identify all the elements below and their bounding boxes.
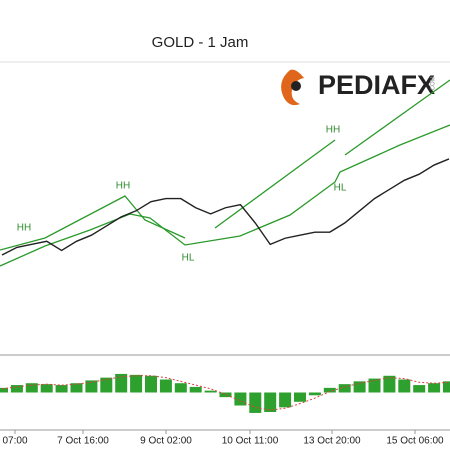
histogram-bar [55,385,68,393]
chart-title: GOLD - 1 Jam [152,34,249,51]
histogram-bar [279,392,292,408]
histogram-bar [10,385,23,393]
histogram-bar [145,375,157,393]
histogram-bar [115,373,128,393]
histogram-bar [264,392,277,412]
x-tick-label: 9 Oct 02:00 [140,436,192,447]
annotation: HH [116,181,130,192]
x-tick-label: 10 Oct 11:00 [222,436,279,447]
histogram-bar [85,380,98,393]
histogram-bar [0,387,8,393]
trend-lines [0,79,450,267]
histogram-bar [323,387,336,393]
histogram-bar [398,379,411,393]
histogram-bar [174,383,187,393]
histogram-bar [234,392,247,406]
histogram-bar [338,384,351,393]
histogram-bar [70,383,83,393]
histogram-bar [443,381,450,393]
price-line [1,158,450,256]
histogram-bar [25,383,38,393]
histogram-bar [40,384,53,393]
channel-line [344,79,450,156]
histogram-bar [189,386,202,393]
histogram-bar [294,392,306,402]
logo-dot [291,81,301,91]
histogram-bar [428,383,441,393]
annotation: HH [17,223,31,234]
histogram-bar [368,378,381,393]
histogram-bar [130,374,143,393]
x-tick-label: 15 Oct 06:00 [386,436,444,447]
channel-line [214,139,336,229]
histogram-bar [308,392,321,396]
histogram-bar [204,390,217,393]
histogram-bar [413,385,426,393]
annotation: HH [326,125,340,136]
x-tick-label: 07:00 [2,436,27,447]
x-tick-label: 7 Oct 16:00 [57,436,109,447]
histogram-bar [219,392,232,398]
histogram-bar [100,377,113,393]
logo-sub: .COM [431,76,437,92]
histogram-bar [159,379,172,393]
histogram-bar [383,375,396,393]
histogram-bar [353,381,366,393]
histogram-bar [249,392,262,413]
logo: PEDIAFX .COM [281,69,437,106]
logo-text: PEDIAFX [318,70,435,100]
annotation: HL [334,183,347,194]
x-tick-label: 13 Oct 20:00 [303,436,361,447]
trend-line [0,124,450,267]
trend-line [0,195,186,251]
annotation: HL [182,253,195,264]
